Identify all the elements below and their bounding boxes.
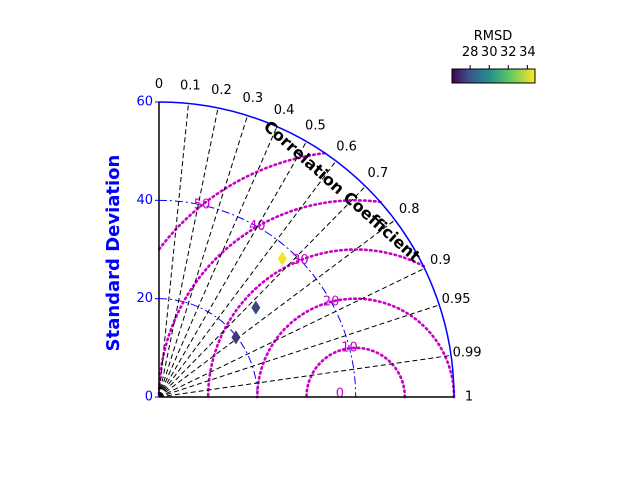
correlation-line: [158, 103, 189, 398]
label-group: 0 0.1 0.20.30.40.50.60.70.80.90.950.991Cor…: [155, 77, 482, 405]
colorbar-tick-label: 32: [500, 45, 517, 60]
colorbar-gradient: [451, 68, 536, 84]
correlation-line: [158, 354, 452, 398]
rmsd-label: 0: [336, 387, 344, 402]
std-tick-label: 60: [136, 95, 153, 110]
colorbar: RMSD 28 30 32 34: [451, 29, 536, 84]
correlation-line: [158, 141, 307, 398]
point-group: [231, 251, 287, 345]
correlation-line: [158, 219, 396, 398]
rmsd-label: 20: [323, 294, 340, 309]
rmsd-contour: [157, 199, 382, 399]
correlation-tick-label: 0.8: [399, 202, 420, 217]
rmsd-label: 30: [292, 253, 309, 268]
outer-std-arc: [158, 101, 455, 398]
y-axis-label: Standard Deviation: [103, 155, 124, 352]
correlation-tick-label: 0.7: [368, 166, 389, 181]
data-point: [251, 300, 261, 315]
std-contour: [158, 298, 258, 398]
rmsd-label: 10: [341, 341, 358, 356]
colorbar-title: RMSD: [474, 29, 513, 44]
correlation-tick-label: 0.95: [442, 292, 471, 307]
correlation-line-group: [158, 103, 452, 398]
correlation-tick-label: 0.1: [180, 78, 201, 93]
colorbar-tick-label: 30: [481, 45, 498, 60]
data-point: [231, 330, 241, 345]
correlation-tick-label: 0.4: [274, 103, 295, 118]
correlation-tick-label: 0.9: [430, 253, 451, 268]
rmsd-label: 50: [194, 198, 211, 213]
colorbar-tick-label: 34: [519, 45, 536, 60]
std-tick-label: 40: [136, 193, 153, 208]
correlation-tick-label: 0.3: [242, 91, 263, 106]
correlation-line: [158, 160, 337, 398]
correlation-line: [158, 115, 248, 398]
std-tick-label: 20: [136, 291, 153, 306]
rmsd-contour: [158, 151, 326, 251]
colorbar-tick-label: 28: [462, 45, 479, 60]
colorbar-tick-group: 28 30 32 34: [462, 45, 536, 69]
correlation-tick-label: 0.6: [336, 139, 357, 154]
rmsd-contour: [256, 297, 456, 399]
correlation-tick-label: 0: [155, 77, 163, 92]
correlation-tick-label: 1: [465, 390, 473, 405]
correlation-line: [158, 107, 219, 398]
correlation-tick-label: 0.5: [305, 119, 326, 134]
rmsd-contour: [206, 248, 426, 399]
correlation-line: [158, 304, 440, 398]
axes-group: 0 20 40 60: [136, 95, 455, 405]
rmsd-contour: [305, 346, 407, 399]
correlation-tick-label: 0.99: [453, 346, 482, 361]
rmsd-contour-group: 01020304050: [157, 151, 456, 402]
std-tick-label: 0: [145, 390, 153, 405]
correlation-line: [158, 267, 425, 398]
correlation-tick-label: 0.2: [211, 83, 232, 98]
data-point: [277, 251, 287, 266]
correlation-line: [158, 126, 278, 398]
correlation-line: [158, 185, 366, 398]
